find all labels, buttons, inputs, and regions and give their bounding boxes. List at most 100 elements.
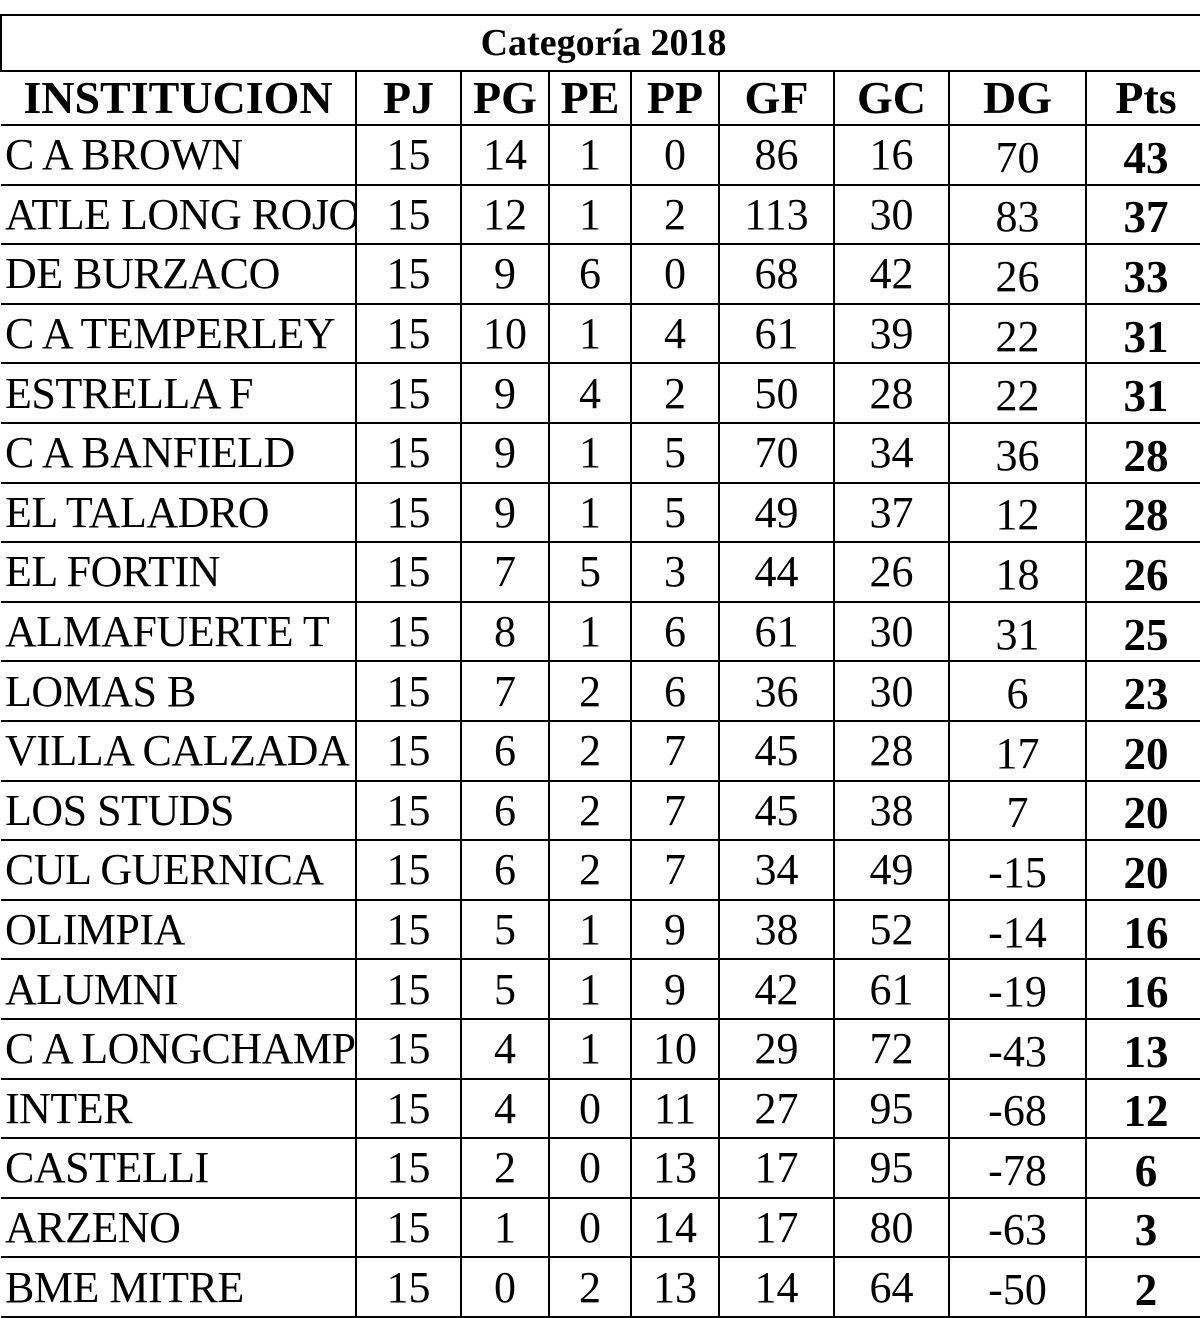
cell-gf: 49 <box>718 481 835 544</box>
team-name: ATLE LONG ROJO <box>1 183 357 246</box>
table-row: CUL GUERNICA 15 6 2 7 34 49 -15 20 <box>1 839 1200 901</box>
cell-gf: 61 <box>718 302 835 365</box>
cell-gf: 42 <box>718 958 835 1020</box>
cell-pp: 2 <box>630 362 720 424</box>
cell-dg: 83 <box>948 183 1087 246</box>
cell-dg: -50 <box>948 1256 1087 1318</box>
cell-dg: 22 <box>948 362 1087 424</box>
cell-pts: 37 <box>1084 183 1200 246</box>
cell-gf: 86 <box>718 124 835 186</box>
cell-pe: 1 <box>548 600 632 663</box>
cell-gf: 45 <box>718 719 835 782</box>
table-row: BME MITRE 15 0 2 13 14 64 -50 2 <box>1 1256 1200 1318</box>
cell-dg: 22 <box>948 302 1087 365</box>
cell-pj: 15 <box>355 839 462 901</box>
cell-pp: 5 <box>630 481 720 544</box>
team-name: C A TEMPERLEY <box>1 302 357 365</box>
team-name: LOS STUDS <box>1 779 357 842</box>
cell-gc: 42 <box>833 243 950 305</box>
cell-pp: 14 <box>630 1196 720 1259</box>
table-row: ATLE LONG ROJO 15 12 1 2 113 30 83 37 <box>1 183 1200 246</box>
cell-pj: 15 <box>355 481 462 544</box>
cell-gc: 72 <box>833 1017 950 1080</box>
cell-pj: 15 <box>355 302 462 365</box>
team-name: VILLA CALZADA <box>1 719 357 782</box>
cell-gc: 64 <box>833 1256 950 1318</box>
cell-pts: 20 <box>1084 719 1200 782</box>
cell-pe: 1 <box>548 1017 632 1080</box>
cell-pg: 6 <box>460 779 550 842</box>
team-name: C A LONGCHAMP <box>1 1017 357 1080</box>
table-title: Categoría 2018 <box>0 14 1200 72</box>
cell-gf: 17 <box>718 1137 835 1199</box>
cell-gc: 95 <box>833 1077 950 1140</box>
cell-pe: 0 <box>548 1196 632 1259</box>
cell-pts: 16 <box>1084 898 1200 961</box>
table-row: ALUMNI 15 5 1 9 42 61 -19 16 <box>1 958 1200 1020</box>
cell-gc: 61 <box>833 958 950 1020</box>
cell-pe: 0 <box>548 1077 632 1140</box>
cell-pj: 15 <box>355 1017 462 1080</box>
cell-pe: 1 <box>548 124 632 186</box>
team-name: INTER <box>1 1077 357 1140</box>
table-row: C A LONGCHAMP 15 4 1 10 29 72 -43 13 <box>1 1017 1200 1080</box>
cell-pj: 15 <box>355 1137 462 1199</box>
cell-pts: 6 <box>1084 1137 1200 1199</box>
cell-pts: 33 <box>1084 243 1200 305</box>
team-name: ALMAFUERTE T <box>1 600 357 663</box>
cell-pg: 6 <box>460 719 550 782</box>
cell-pp: 4 <box>630 302 720 365</box>
table-row: C A BROWN 15 14 1 0 86 16 70 43 <box>1 124 1200 186</box>
cell-dg: 12 <box>948 481 1087 544</box>
table-row: EL FORTIN 15 7 5 3 44 26 18 26 <box>1 541 1200 603</box>
cell-gc: 34 <box>833 421 950 484</box>
cell-dg: 17 <box>948 719 1087 782</box>
header-pts: Pts <box>1084 70 1200 126</box>
cell-pts: 2 <box>1084 1256 1200 1318</box>
cell-pg: 8 <box>460 600 550 663</box>
cell-pg: 7 <box>460 541 550 603</box>
cell-gf: 61 <box>718 600 835 663</box>
cell-pe: 4 <box>548 362 632 424</box>
cell-pts: 28 <box>1084 421 1200 484</box>
cell-pe: 1 <box>548 421 632 484</box>
cell-dg: -63 <box>948 1196 1087 1259</box>
cell-pe: 1 <box>548 898 632 961</box>
cell-dg: 36 <box>948 421 1087 484</box>
cell-pj: 15 <box>355 600 462 663</box>
table-row: LOS STUDS 15 6 2 7 45 38 7 20 <box>1 779 1200 842</box>
cell-gc: 30 <box>833 600 950 663</box>
table-body: C A BROWN 15 14 1 0 86 16 70 43 ATLE LONG ROJO 15 1… <box>1 124 1200 1318</box>
cell-pg: 5 <box>460 958 550 1020</box>
cell-dg: -78 <box>948 1137 1087 1199</box>
header-pj: PJ <box>355 70 462 126</box>
cell-pts: 31 <box>1084 362 1200 424</box>
cell-pj: 15 <box>355 541 462 603</box>
cell-pp: 7 <box>630 719 720 782</box>
cell-pp: 0 <box>630 243 720 305</box>
cell-dg: 6 <box>948 660 1087 722</box>
cell-gc: 28 <box>833 719 950 782</box>
cell-gc: 28 <box>833 362 950 424</box>
cell-pe: 6 <box>548 243 632 305</box>
team-name: C A BROWN <box>1 124 357 186</box>
cell-pj: 15 <box>355 1196 462 1259</box>
cell-gf: 34 <box>718 839 835 901</box>
header-pp: PP <box>630 70 720 126</box>
cell-pp: 0 <box>630 124 720 186</box>
cell-pg: 5 <box>460 898 550 961</box>
cell-pg: 1 <box>460 1196 550 1259</box>
table-row: ALMAFUERTE T 15 8 1 6 61 30 31 25 <box>1 600 1200 663</box>
cell-pe: 2 <box>548 660 632 722</box>
cell-gc: 49 <box>833 839 950 901</box>
team-name: BME MITRE <box>1 1256 357 1318</box>
table-row: OLIMPIA 15 5 1 9 38 52 -14 16 <box>1 898 1200 961</box>
cell-pg: 4 <box>460 1017 550 1080</box>
cell-pe: 2 <box>548 719 632 782</box>
cell-dg: 7 <box>948 779 1087 842</box>
cell-pts: 12 <box>1084 1077 1200 1140</box>
team-name: ARZENO <box>1 1196 357 1259</box>
cell-pj: 15 <box>355 779 462 842</box>
header-gf: GF <box>718 70 835 126</box>
cell-gc: 26 <box>833 541 950 603</box>
